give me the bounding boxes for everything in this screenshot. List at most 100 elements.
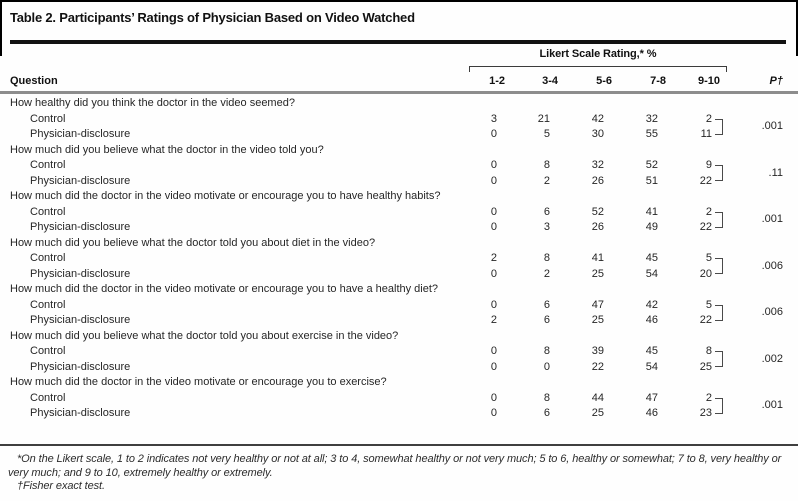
- control-value-5-6: 39: [591, 345, 604, 357]
- pair-bracket: [715, 112, 736, 143]
- disclosure-value-9-10: 22: [699, 221, 712, 233]
- disclosure-value-3-4: 6: [543, 314, 550, 326]
- likert-col-header-3-4: 3-4: [542, 75, 558, 87]
- control-value-5-6: 41: [591, 252, 604, 264]
- row-label-control: Control: [30, 345, 66, 357]
- row-label-control: Control: [30, 391, 66, 404]
- question-group: How much did the doctor in the video mot…: [10, 189, 786, 236]
- pair-bracket: [715, 344, 736, 375]
- frame-left-edge: [0, 0, 2, 56]
- p-value-column-header: P†: [769, 75, 783, 87]
- pair-bracket-shape: [715, 304, 723, 321]
- control-value-3-4: 8: [543, 159, 550, 171]
- p-value: .002: [761, 352, 783, 365]
- pair-bracket: [715, 298, 736, 329]
- disclosure-value-5-6: 26: [591, 174, 604, 187]
- row-label-physician-disclosure: Physician-disclosure: [30, 128, 131, 140]
- question-group: How much did the doctor in the video mot…: [10, 375, 786, 422]
- row-label-control: Control: [30, 298, 66, 311]
- disclosure-value-9-10: 22: [699, 174, 712, 187]
- row-label-physician-disclosure: Physician-disclosure: [30, 407, 131, 419]
- control-value-5-6: 47: [591, 298, 604, 311]
- control-value-3-4: 8: [543, 345, 550, 357]
- disclosure-value-1-2: 0: [490, 221, 497, 233]
- frame-right-edge: [796, 0, 798, 56]
- disclosure-value-9-10: 23: [699, 407, 712, 419]
- column-header-row: Question 1-2 3-4 5-6 7-8 9-10 P†: [10, 74, 786, 89]
- control-value-1-2: 0: [490, 345, 497, 357]
- fisher-test-footnote: †Fisher exact test.: [17, 480, 105, 492]
- control-value-3-4: 8: [543, 391, 550, 404]
- likert-scale-footnote: *On the Likert scale, 1 to 2 indicates n…: [8, 453, 782, 479]
- control-value-1-2: 0: [490, 391, 497, 404]
- likert-col-header-9-10: 9-10: [697, 75, 720, 87]
- question-column-header: Question: [10, 75, 58, 87]
- disclosure-value-5-6: 25: [591, 267, 604, 280]
- control-value-3-4: 6: [543, 298, 550, 311]
- table-title: Table 2. Participants’ Ratings of Physic…: [10, 10, 415, 25]
- control-value-1-2: 0: [490, 159, 497, 171]
- disclosure-value-5-6: 26: [591, 221, 604, 233]
- table-bottom-rule: [0, 444, 798, 446]
- disclosure-value-5-6: 22: [591, 360, 604, 373]
- disclosure-value-3-4: 2: [543, 174, 550, 187]
- p-value: .006: [761, 259, 783, 272]
- column-group-bracket: [469, 66, 727, 72]
- likert-col-header-1-2: 1-2: [489, 75, 505, 87]
- question-group: How healthy did you think the doctor in …: [10, 96, 786, 143]
- table-body: How healthy did you think the doctor in …: [10, 96, 786, 422]
- question-text: How much did the doctor in the video mot…: [10, 283, 439, 295]
- row-label-control: Control: [30, 205, 66, 218]
- row-label-control: Control: [30, 112, 66, 125]
- control-value-3-4: 8: [543, 252, 550, 264]
- control-value-7-8: 41: [645, 205, 658, 218]
- disclosure-value-1-2: 0: [490, 267, 497, 280]
- p-value: .001: [761, 399, 783, 412]
- disclosure-value-9-10: 11: [700, 128, 712, 140]
- control-value-1-2: 2: [490, 252, 497, 264]
- question-text: How healthy did you think the doctor in …: [10, 97, 295, 109]
- pair-bracket-shape: [715, 397, 723, 414]
- control-value-1-2: 0: [490, 298, 497, 311]
- pair-bracket: [715, 391, 736, 422]
- disclosure-value-7-8: 54: [645, 360, 658, 373]
- control-value-3-4: 6: [543, 205, 550, 218]
- column-group-header: Likert Scale Rating,* %: [539, 48, 657, 60]
- disclosure-value-3-4: 3: [543, 221, 550, 233]
- control-value-3-4: 21: [537, 112, 550, 125]
- control-value-7-8: 45: [645, 345, 658, 357]
- control-value-7-8: 32: [645, 112, 658, 125]
- disclosure-value-1-2: 0: [490, 174, 497, 187]
- p-value: .006: [761, 306, 783, 319]
- disclosure-value-1-2: 0: [490, 360, 497, 373]
- control-value-9-10: 5: [705, 298, 712, 311]
- control-value-5-6: 32: [591, 159, 604, 171]
- disclosure-value-1-2: 0: [490, 128, 497, 140]
- frame-top-edge: [0, 0, 798, 2]
- question-text: How much did the doctor in the video mot…: [10, 190, 441, 202]
- pair-bracket: [715, 205, 736, 236]
- control-value-5-6: 44: [591, 391, 604, 404]
- question-text: How much did you believe what the doctor…: [10, 143, 324, 156]
- disclosure-value-7-8: 51: [645, 174, 658, 187]
- control-value-5-6: 52: [591, 205, 604, 218]
- control-value-9-10: 8: [705, 345, 712, 357]
- pair-bracket: [715, 158, 736, 189]
- row-label-control: Control: [30, 159, 66, 171]
- control-value-9-10: 9: [705, 159, 712, 171]
- header-rule: [0, 91, 798, 94]
- disclosure-value-9-10: 20: [699, 267, 712, 280]
- question-group: How much did you believe what the doctor…: [10, 236, 786, 283]
- pair-bracket-shape: [715, 118, 723, 135]
- row-label-control: Control: [30, 252, 66, 264]
- disclosure-value-1-2: 2: [490, 314, 497, 326]
- row-label-physician-disclosure: Physician-disclosure: [30, 221, 131, 233]
- question-group: How much did you believe what the doctor…: [10, 143, 786, 190]
- pair-bracket-shape: [715, 258, 723, 274]
- footnotes: *On the Likert scale, 1 to 2 indicates n…: [8, 453, 788, 494]
- likert-col-header-5-6: 5-6: [596, 75, 612, 87]
- control-value-9-10: 2: [705, 205, 712, 218]
- title-rule: [10, 40, 786, 44]
- disclosure-value-3-4: 5: [543, 128, 550, 140]
- p-value: .001: [761, 213, 783, 226]
